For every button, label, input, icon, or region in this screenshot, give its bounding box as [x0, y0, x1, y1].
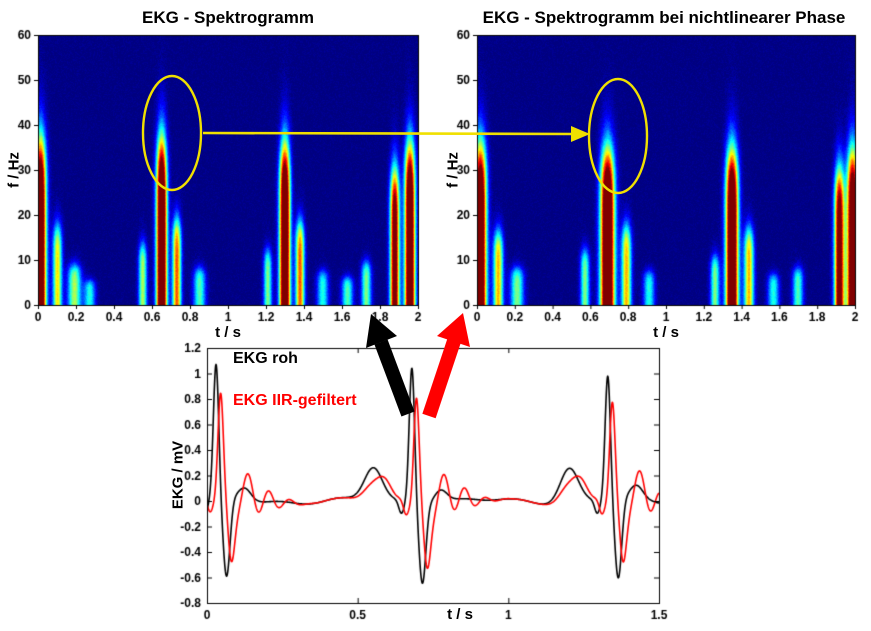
spectrogram-left-xlabel: t / s — [215, 324, 241, 341]
legend-ekg-filtered: EKG IIR-gefiltert — [233, 392, 357, 409]
legend-ekg-raw: EKG roh — [233, 350, 298, 367]
spectrogram-right-ylabel: f / Hz — [444, 152, 462, 188]
spectrogram-left-title: EKG - Spektrogramm — [142, 8, 314, 27]
spectrogram-right-title: EKG - Spektrogramm bei nichtlinearer Pha… — [482, 8, 846, 27]
spectrogram-left-ylabel: f / Hz — [5, 152, 23, 188]
spectrogram-right-xlabel: t / s — [653, 324, 679, 341]
ecg-plot-ylabel: EKG / mV — [169, 440, 187, 510]
ecg-plot-xlabel: t / s — [447, 606, 473, 623]
